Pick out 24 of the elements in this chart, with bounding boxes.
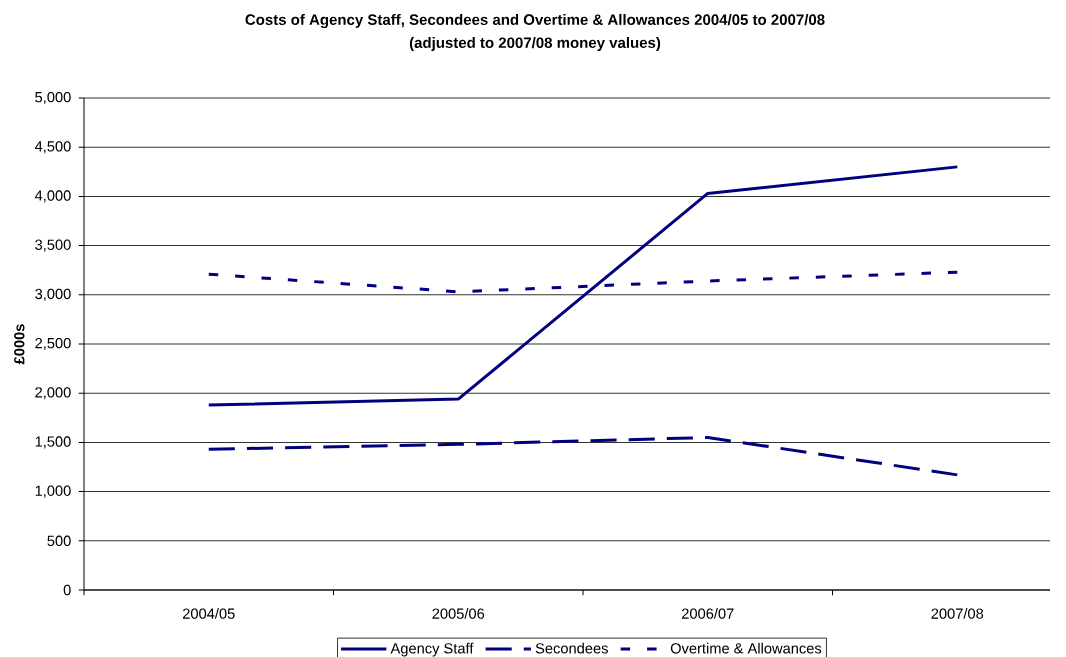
y-tick-label: 1,500 — [35, 436, 71, 449]
y-tick-label: 4,500 — [34, 141, 71, 154]
line-series — [207, 165, 959, 407]
y-tick-label: 3,500 — [35, 239, 71, 252]
legend-label: Agency Staff — [390, 642, 474, 657]
line-series — [207, 435, 959, 477]
x-tick-label: 2005/06 — [432, 608, 485, 619]
x-tick-label: 2004/05 — [182, 608, 235, 619]
y-tick-label: 4,000 — [34, 190, 71, 203]
x-tick-label: 2007/08 — [931, 608, 984, 619]
line-series — [207, 270, 959, 294]
legend-label: Secondees — [535, 642, 608, 654]
chart-title: Costs of Agency Staff, Secondees and Overtime & Allowances 2004/05 to 2007/08 — [245, 13, 825, 29]
y-tick-label: 3,000 — [35, 288, 71, 301]
y-tick-label: 5,000 — [35, 91, 71, 105]
y-tick-label: 1,000 — [35, 485, 71, 498]
legend-label: Overtime & Allowances — [670, 642, 822, 654]
y-tick-label: 500 — [47, 535, 71, 546]
y-tick-label: 2,500 — [35, 337, 71, 351]
chart-subtitle: (adjusted to 2007/08 money values) — [409, 37, 661, 51]
x-tick-label: 2006/07 — [681, 608, 734, 619]
y-tick-label: 0 — [63, 584, 71, 596]
y-tick-label: 2,000 — [35, 387, 71, 400]
y-axis-title: £000s — [14, 324, 25, 365]
